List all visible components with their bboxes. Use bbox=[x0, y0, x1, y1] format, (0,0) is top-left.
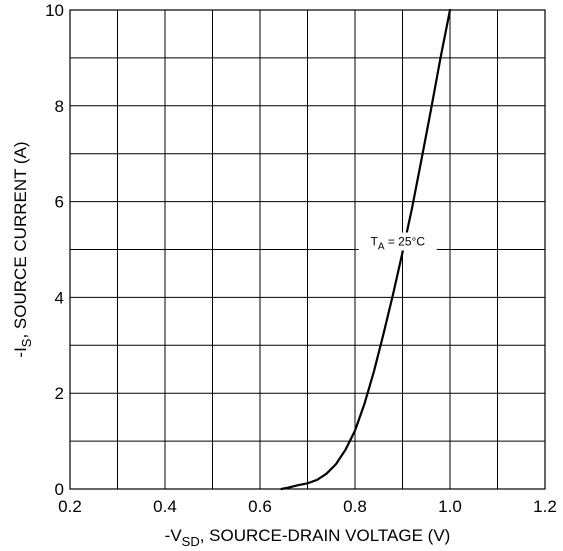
x-axis-label-suffix: , SOURCE-DRAIN VOLTAGE (V) bbox=[200, 526, 451, 545]
x-tick-label: 0.6 bbox=[248, 497, 272, 516]
y-tick-label: 8 bbox=[55, 97, 64, 116]
annotation-background bbox=[358, 232, 437, 251]
annotation-suffix: = 25°C bbox=[385, 235, 426, 249]
horizontal-grid-lines bbox=[70, 57, 545, 442]
y-axis-label: -IS, SOURCE CURRENT (A) bbox=[11, 141, 34, 357]
x-axis-label-sub: SD bbox=[182, 534, 200, 549]
y-tick-label: 4 bbox=[55, 288, 64, 307]
annotation-sub: A bbox=[378, 242, 385, 253]
y-axis-label-suffix: , SOURCE CURRENT (A) bbox=[11, 141, 30, 338]
x-axis-label: -VSD, SOURCE-DRAIN VOLTAGE (V) bbox=[165, 526, 451, 549]
y-tick-label: 10 bbox=[45, 1, 64, 20]
annotation-prefix: T bbox=[370, 235, 378, 249]
plot-frame bbox=[69, 9, 546, 490]
y-axis-label-sub: S bbox=[19, 338, 34, 347]
x-tick-label: 0.8 bbox=[343, 497, 367, 516]
series-line bbox=[280, 8, 452, 491]
x-tick-label: 1.2 bbox=[533, 497, 557, 516]
y-tick-label: 6 bbox=[55, 193, 64, 212]
x-axis-label-prefix: -V bbox=[165, 526, 183, 545]
y-tick-label: 2 bbox=[55, 384, 64, 403]
y-axis-label-prefix: -I bbox=[11, 347, 30, 357]
x-tick-label: 0.2 bbox=[58, 497, 82, 516]
y-tick-label: 0 bbox=[55, 480, 64, 499]
x-tick-label: 1.0 bbox=[438, 497, 462, 516]
y-tick-labels: 0 2 4 6 8 10 bbox=[45, 1, 64, 499]
x-tick-labels: 0.2 0.4 0.6 0.8 1.0 1.2 bbox=[58, 497, 557, 516]
x-tick-label: 0.4 bbox=[153, 497, 177, 516]
annotation-ta: TA = 25°C bbox=[370, 235, 425, 253]
